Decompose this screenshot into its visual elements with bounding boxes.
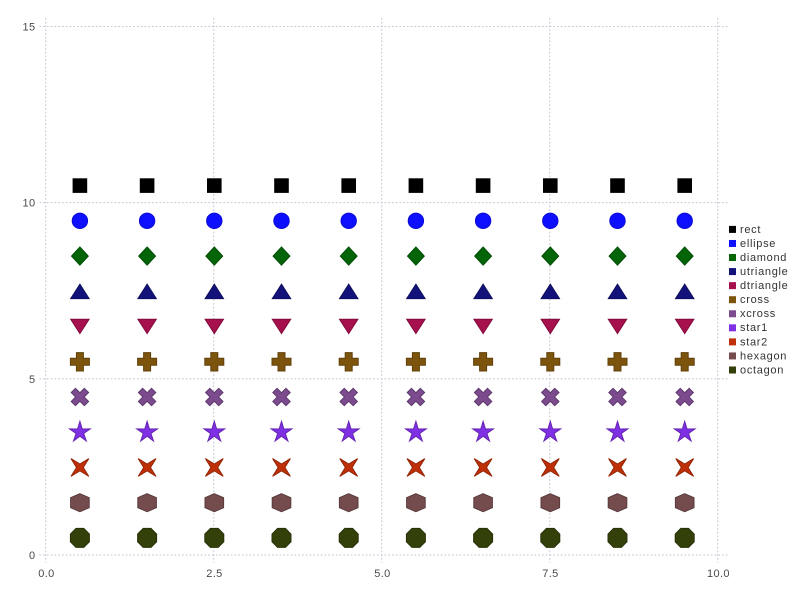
svg-text:15: 15 <box>22 22 35 34</box>
svg-text:0: 0 <box>29 550 36 562</box>
svg-text:octagon: octagon <box>740 364 784 376</box>
svg-text:utriangle: utriangle <box>740 266 789 278</box>
svg-text:0.0: 0.0 <box>38 568 55 580</box>
svg-text:hexagon: hexagon <box>740 350 787 362</box>
svg-text:2.5: 2.5 <box>206 568 223 580</box>
svg-text:ellipse: ellipse <box>740 238 776 250</box>
svg-text:10: 10 <box>22 198 35 210</box>
svg-text:rect: rect <box>740 224 761 236</box>
svg-text:star1: star1 <box>740 322 768 334</box>
svg-text:cross: cross <box>740 294 770 306</box>
svg-text:5.0: 5.0 <box>374 568 391 580</box>
svg-text:dtriangle: dtriangle <box>740 280 789 292</box>
svg-text:xcross: xcross <box>740 308 776 320</box>
svg-text:star2: star2 <box>740 336 768 348</box>
svg-text:10.0: 10.0 <box>707 568 730 580</box>
svg-text:7.5: 7.5 <box>542 568 559 580</box>
svg-text:diamond: diamond <box>740 252 787 264</box>
svg-text:5: 5 <box>29 374 36 386</box>
